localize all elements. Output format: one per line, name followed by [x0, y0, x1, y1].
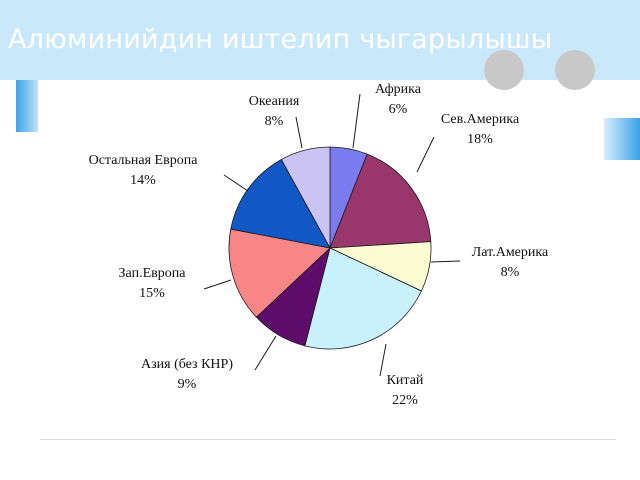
slice-label-китай: Китай	[387, 373, 424, 388]
slice-value-китай: 22%	[392, 393, 418, 408]
slice-label-лат-америка: Лат.Америка	[472, 245, 549, 260]
right-accent-bar	[604, 118, 640, 160]
pie-slice-китай	[304, 247, 422, 350]
slide-title: Алюминийдин иштелип чыгарылышы	[8, 24, 553, 55]
pie-slices	[228, 146, 432, 350]
slice-label-остальная-европа: Остальная Европа	[89, 153, 199, 168]
leader-line-океания	[295, 116, 303, 149]
leader-lines	[203, 93, 461, 377]
leader-line-азия-без-кнр	[254, 335, 277, 371]
slice-label-азия-без-кнр: Азия (без КНР)	[141, 357, 233, 372]
slice-label-сев-америка: Сев.Америка	[441, 112, 520, 127]
pie-slice-сев-америка	[329, 153, 432, 249]
slice-label-океания: Океания	[249, 94, 300, 109]
slice-value-сев-америка: 18%	[467, 132, 493, 147]
leader-line-африка	[352, 93, 361, 149]
decorative-circle-left	[484, 50, 524, 90]
slice-value-азия-без-кнр: 9%	[178, 377, 197, 392]
leader-line-лат-америка	[430, 260, 461, 263]
slice-value-лат-америка: 8%	[501, 265, 520, 280]
pie-slice-океания	[280, 146, 331, 249]
leader-line-китай	[379, 343, 387, 377]
slice-label-африка: Африка	[375, 82, 422, 97]
slice-value-зап-европа: 15%	[139, 286, 165, 301]
decorative-circle-right	[555, 50, 595, 90]
leader-line-зап-европа	[203, 279, 232, 290]
footer-divider	[40, 439, 616, 440]
slice-labels: Африка 6% Сев.Америка 18% Лат.Америка 8% Китай…	[89, 82, 549, 408]
pie-slice-зап-европа	[228, 228, 331, 318]
pie-chart: Африка 6% Сев.Америка 18% Лат.Америка 8% Китай…	[89, 82, 549, 408]
left-accent-bar	[16, 80, 38, 132]
slice-value-остальная-европа: 14%	[130, 173, 156, 188]
slice-value-африка: 6%	[389, 102, 408, 117]
slice-value-океания: 8%	[265, 114, 284, 129]
title-bar: Алюминийдин иштелип чыгарылышы	[0, 0, 640, 80]
leader-line-сев-америка	[416, 136, 435, 173]
slice-label-зап-европа: Зап.Европа	[119, 266, 187, 281]
pie-slice-остальная-европа	[230, 158, 331, 249]
leader-line-остальная-европа	[223, 174, 249, 192]
